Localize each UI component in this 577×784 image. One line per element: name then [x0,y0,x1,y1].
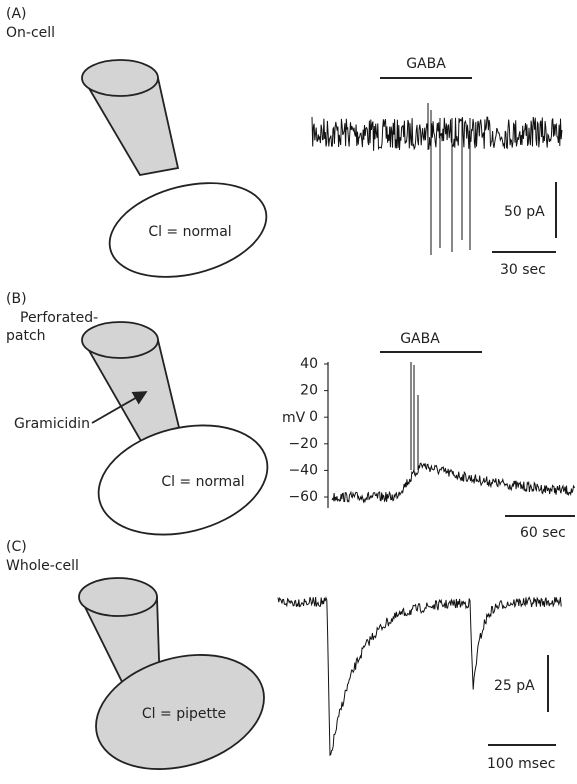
panel-label: (C) [6,539,27,555]
pipette-top [78,577,158,617]
pipette-top [81,59,159,97]
scale-label: 60 sec [520,525,566,541]
trace [331,362,576,504]
mode-label: On-cell [6,25,55,41]
arrow [91,391,148,424]
drug-label: GABA [400,331,440,347]
panel-label: (A) [6,6,27,22]
mode-label: Perforated- [20,310,98,326]
drug-label: GABA [406,56,446,72]
mode-label: patch [6,328,46,344]
tick-label: −60 [288,489,318,505]
scale-label: 30 sec [500,262,546,278]
trace-line [277,596,562,757]
mode-label: Whole-cell [6,558,79,574]
cell-text: Cl = pipette [142,706,226,722]
scale-label: 100 msec [487,756,555,772]
cell [108,182,268,278]
scale-label: 50 pA [504,204,545,220]
pointer-label: Gramicidin [14,416,90,432]
tick-label: 0 [309,409,318,425]
tick-label: −40 [288,462,318,478]
trace-line [331,462,576,504]
tick-label: 20 [300,383,318,399]
trace-line [311,116,563,151]
trace [277,596,562,757]
tick-label: −20 [288,436,318,452]
cell-text: Cl = normal [161,474,244,490]
axis-unit: mV [282,410,306,426]
panel-label: (B) [6,291,27,307]
cell-text: Cl = normal [148,224,231,240]
pipette-top [81,321,159,359]
cell [97,424,269,536]
trace [311,103,563,255]
tick-label: 40 [300,356,318,372]
scale-label: 25 pA [494,678,535,694]
cell [95,654,265,770]
